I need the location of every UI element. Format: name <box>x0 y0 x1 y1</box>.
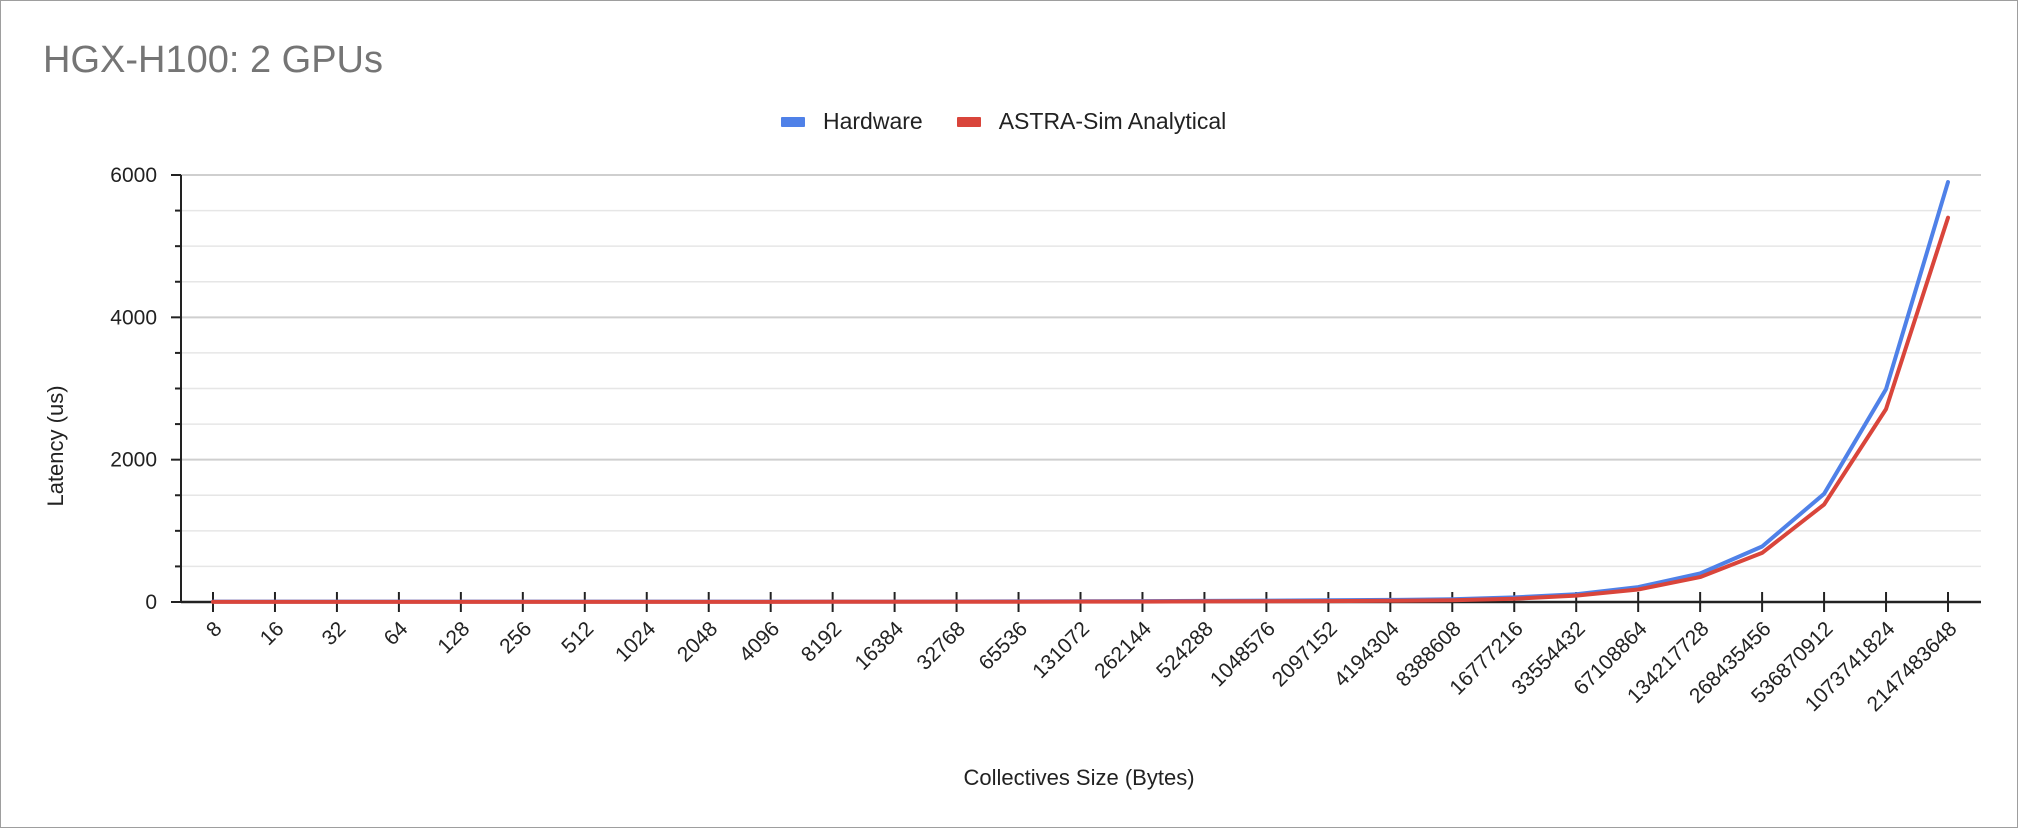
x-tick-label: 256 <box>495 617 536 658</box>
x-tick-label: 4194304 <box>1330 617 1404 691</box>
chart-legend: Hardware ASTRA-Sim Analytical <box>781 108 1260 135</box>
legend-item-hardware: Hardware <box>781 108 923 135</box>
x-tick-label: 128 <box>433 617 474 658</box>
legend-label-astra-sim: ASTRA-Sim Analytical <box>998 108 1227 134</box>
x-tick-label: 16 <box>256 617 289 650</box>
x-tick-label: 64 <box>380 617 413 650</box>
y-axis-title: Latency (us) <box>43 385 68 506</box>
x-tick-label: 32768 <box>913 617 971 675</box>
y-tick-label: 4000 <box>110 306 157 329</box>
x-tick-label: 16384 <box>851 617 909 675</box>
chart-title: HGX-H100: 2 GPUs <box>43 39 383 81</box>
x-tick-label: 1024 <box>611 617 661 667</box>
y-tick-label: 0 <box>145 591 157 614</box>
y-tick-label: 6000 <box>110 164 157 187</box>
legend-swatch-hardware <box>781 116 805 127</box>
x-tick-label: 2048 <box>673 617 722 666</box>
y-tick-label: 2000 <box>110 449 157 472</box>
legend-swatch-astra-sim <box>956 116 981 127</box>
x-tick-label: 131072 <box>1028 617 1094 683</box>
x-tick-label: 1048576 <box>1206 617 1280 691</box>
x-tick-label: 8 <box>202 617 227 642</box>
series-line-astra-sim <box>211 215 1950 604</box>
legend-label-hardware: Hardware <box>823 108 923 134</box>
legend-item-astra-sim: ASTRA-Sim Analytical <box>956 108 1227 135</box>
x-tick-label: 2097152 <box>1268 617 1342 691</box>
x-tick-label: 8192 <box>797 617 846 666</box>
series-line-hardware <box>211 180 1950 604</box>
x-tick-label: 262144 <box>1090 617 1156 683</box>
x-tick-label: 32 <box>318 617 351 650</box>
x-tick-label: 512 <box>557 617 598 658</box>
x-tick-label: 65536 <box>975 617 1033 675</box>
x-tick-label: 4096 <box>735 617 784 666</box>
x-axis-title: Collectives Size (Bytes) <box>963 765 1194 790</box>
